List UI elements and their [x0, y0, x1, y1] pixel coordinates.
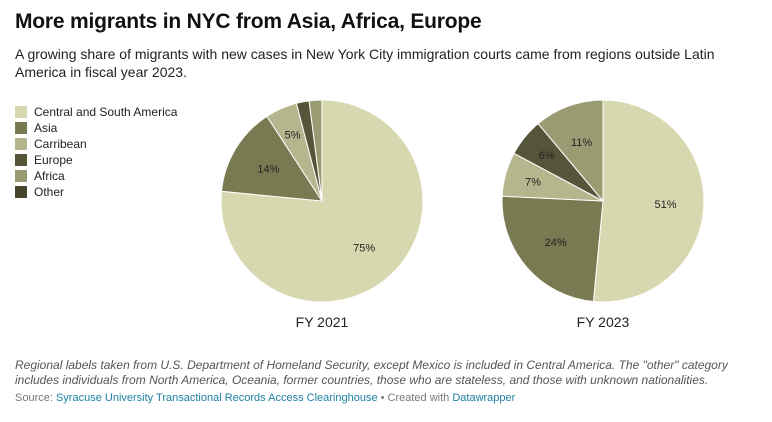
legend-item: Africa	[15, 168, 177, 184]
pie-caption: FY 2023	[577, 314, 630, 330]
legend-swatch	[15, 154, 27, 166]
chart-subtitle: A growing share of migrants with new cas…	[15, 46, 715, 80]
chart-title: More migrants in NYC from Asia, Africa, …	[15, 10, 482, 33]
legend-label: Africa	[34, 169, 65, 183]
pie-slice	[537, 99, 604, 203]
source-separator: • Created with	[377, 392, 453, 404]
legend-swatch	[15, 122, 27, 134]
legend: Central and South America Asia Carribean…	[15, 104, 177, 200]
legend-swatch	[15, 170, 27, 182]
slice-label: 24%	[545, 237, 567, 249]
pie-caption: FY 2021	[296, 314, 349, 330]
slice-label: 75%	[353, 242, 375, 254]
legend-label: Central and South America	[34, 105, 178, 119]
legend-label: Europe	[34, 153, 73, 167]
slice-label: 11%	[571, 137, 592, 149]
slice-label: 51%	[655, 199, 677, 211]
pie-slice	[501, 195, 604, 303]
legend-label: Other	[34, 185, 65, 199]
source-line: Source: Syracuse University Transactiona…	[15, 392, 515, 404]
legend-item: Carribean	[15, 136, 177, 152]
legend-item: Asia	[15, 120, 177, 136]
pie-slice	[220, 115, 323, 202]
pie-slice	[308, 99, 323, 202]
legend-swatch	[15, 138, 27, 150]
legend-swatch	[15, 106, 27, 118]
chart-notes: Regional labels taken from U.S. Departme…	[15, 358, 728, 387]
slice-label: 5%	[285, 130, 301, 142]
legend-label: Carribean	[34, 137, 87, 151]
legend-item: Other	[15, 184, 177, 200]
source-prefix: Source:	[15, 392, 56, 404]
source-link[interactable]: Syracuse University Transactional Record…	[55, 392, 378, 404]
slice-label: 14%	[257, 164, 279, 176]
legend-label: Asia	[34, 121, 58, 135]
pie-charts: 75% 14% 5% FY 2021 51% 24% 7% 6% 11% FY 2023	[220, 99, 705, 330]
legend-item: Central and South America	[15, 104, 177, 120]
legend-swatch	[15, 186, 27, 198]
datawrapper-link[interactable]: Datawrapper	[452, 392, 516, 404]
legend-item: Europe	[15, 152, 177, 168]
pie-slice	[592, 99, 705, 303]
slice-label: 7%	[525, 177, 541, 189]
slice-label: 6%	[539, 150, 555, 162]
